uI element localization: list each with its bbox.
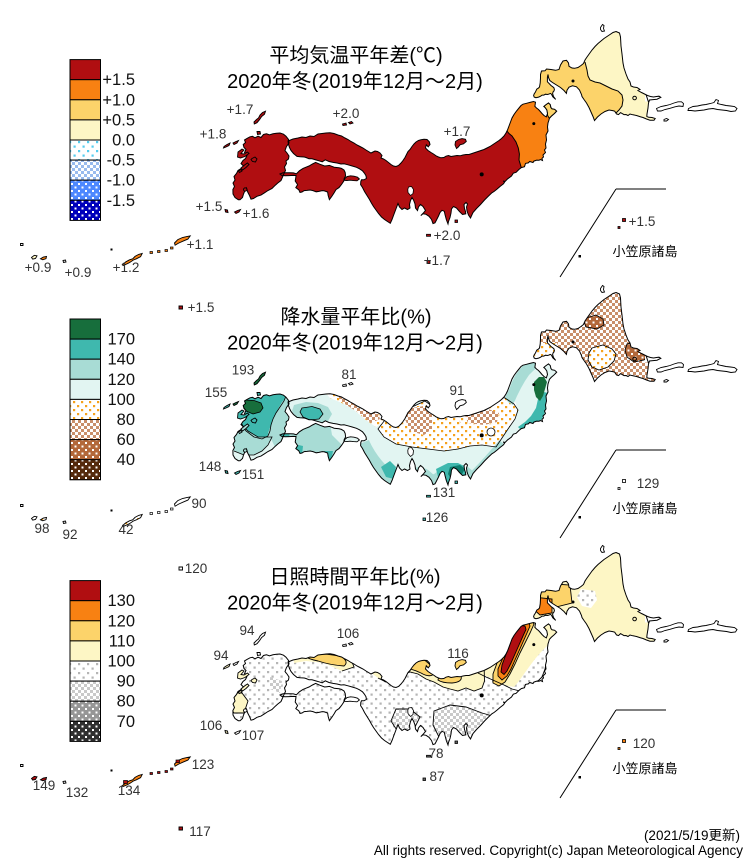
svg-text:106: 106 [200, 718, 223, 733]
svg-text:132: 132 [66, 785, 89, 800]
svg-text:131: 131 [433, 485, 456, 500]
svg-text:120: 120 [107, 612, 135, 630]
svg-text:+1.1: +1.1 [187, 237, 214, 252]
svg-text:123: 123 [192, 757, 215, 772]
svg-text:134: 134 [118, 783, 141, 798]
svg-text:193: 193 [232, 363, 255, 378]
svg-text:120: 120 [633, 736, 656, 751]
svg-text:149: 149 [33, 778, 56, 793]
svg-text:+1.7: +1.7 [444, 124, 471, 139]
svg-text:降水量平年比(%): 降水量平年比(%) [280, 306, 431, 329]
svg-text:126: 126 [426, 510, 449, 525]
svg-text:140: 140 [107, 351, 135, 369]
svg-text:2020年冬(2019年12月～2月): 2020年冬(2019年12月～2月) [227, 70, 483, 93]
svg-text:+2.0: +2.0 [333, 106, 360, 121]
svg-text:All rights reserved. Copyright: All rights reserved. Copyright(c) Japan … [374, 843, 743, 858]
svg-text:92: 92 [62, 527, 77, 542]
svg-text:+1.7: +1.7 [424, 253, 451, 268]
svg-text:(2021/5/19更新): (2021/5/19更新) [644, 828, 740, 843]
svg-text:106: 106 [337, 626, 360, 641]
svg-text:-1.5: -1.5 [107, 192, 135, 210]
svg-text:117: 117 [189, 824, 211, 839]
svg-text:107: 107 [242, 728, 265, 743]
svg-text:100: 100 [107, 653, 135, 671]
svg-text:170: 170 [107, 331, 135, 349]
svg-text:40: 40 [117, 451, 135, 469]
svg-text:小笠原諸島: 小笠原諸島 [612, 761, 677, 776]
svg-text:87: 87 [429, 769, 444, 784]
svg-text:-1.0: -1.0 [107, 172, 135, 190]
svg-text:2020年冬(2019年12月～2月): 2020年冬(2019年12月～2月) [227, 332, 483, 355]
svg-text:+1.5: +1.5 [102, 71, 135, 89]
svg-text:151: 151 [242, 467, 265, 482]
svg-text:90: 90 [191, 496, 206, 511]
svg-text:+0.9: +0.9 [25, 260, 52, 275]
svg-text:0.0: 0.0 [112, 132, 135, 150]
svg-text:+1.2: +1.2 [113, 260, 140, 275]
svg-text:116: 116 [447, 646, 469, 661]
svg-text:平均気温平年差(℃): 平均気温平年差(℃) [269, 44, 442, 67]
svg-text:+2.0: +2.0 [434, 228, 461, 243]
svg-text:+1.5: +1.5 [629, 214, 656, 229]
svg-text:+1.0: +1.0 [102, 91, 135, 109]
svg-text:+1.5: +1.5 [188, 300, 215, 315]
svg-text:+0.5: +0.5 [102, 111, 135, 129]
svg-text:+1.6: +1.6 [243, 206, 270, 221]
svg-text:91: 91 [449, 383, 464, 398]
svg-text:80: 80 [117, 411, 135, 429]
svg-text:100: 100 [107, 391, 135, 409]
svg-text:+1.5: +1.5 [196, 199, 223, 214]
svg-text:81: 81 [341, 367, 356, 382]
svg-text:155: 155 [205, 385, 228, 400]
svg-text:2020年冬(2019年12月～2月): 2020年冬(2019年12月～2月) [227, 592, 483, 615]
svg-text:60: 60 [117, 431, 135, 449]
svg-text:98: 98 [34, 521, 49, 536]
svg-text:+1.7: +1.7 [227, 102, 254, 117]
svg-text:94: 94 [239, 623, 255, 638]
svg-text:80: 80 [117, 693, 135, 711]
svg-text:小笠原諸島: 小笠原諸島 [612, 244, 677, 259]
svg-text:120: 120 [107, 371, 135, 389]
svg-text:148: 148 [199, 459, 222, 474]
svg-text:42: 42 [118, 522, 133, 537]
svg-text:小笠原諸島: 小笠原諸島 [612, 501, 677, 516]
svg-text:78: 78 [428, 746, 443, 761]
svg-text:90: 90 [117, 673, 135, 691]
svg-text:130: 130 [107, 592, 135, 610]
svg-text:+0.9: +0.9 [65, 265, 92, 280]
svg-text:+1.8: +1.8 [200, 127, 227, 142]
svg-text:-0.5: -0.5 [107, 152, 135, 170]
svg-text:129: 129 [637, 476, 660, 491]
svg-text:日照時間平年比(%): 日照時間平年比(%) [269, 566, 440, 589]
svg-text:110: 110 [109, 632, 135, 650]
svg-text:70: 70 [117, 713, 135, 731]
svg-text:94: 94 [213, 648, 229, 663]
svg-text:120: 120 [185, 561, 208, 576]
